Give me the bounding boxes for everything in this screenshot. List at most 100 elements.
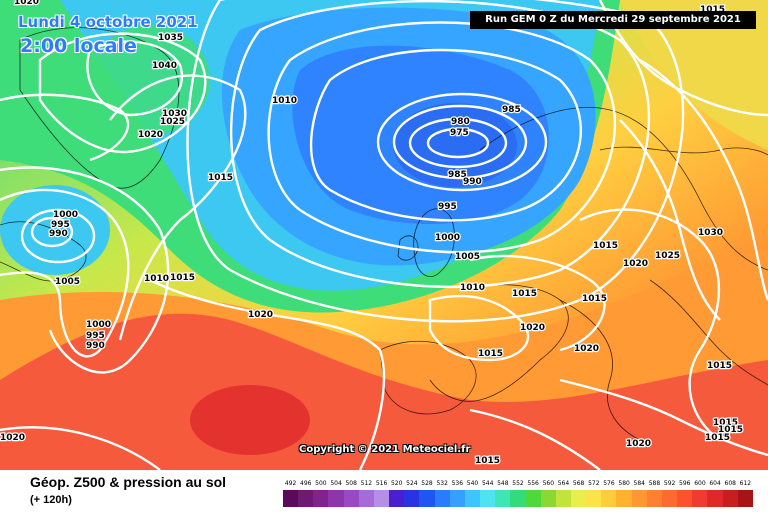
color-scale-label: 556 <box>527 480 539 487</box>
color-scale-swatch <box>677 490 693 507</box>
color-scale-swatch <box>540 490 556 507</box>
isobar-label: 1010 <box>144 274 169 284</box>
color-scale-label: 524 <box>406 480 418 487</box>
color-scale-label: 584 <box>633 480 645 487</box>
color-scale-label: 608 <box>724 480 736 487</box>
color-scale-label: 588 <box>648 480 661 487</box>
isobar-label: 985 <box>502 105 521 115</box>
isobar-label: 1015 <box>475 456 500 466</box>
color-scale-swatch <box>358 490 374 507</box>
color-scale-swatch <box>449 490 465 507</box>
isobar-label: 1000 <box>86 320 111 330</box>
isobar-label: 1000 <box>53 210 78 220</box>
red-core-atlantic <box>190 385 310 455</box>
color-scale-swatch <box>404 490 420 507</box>
color-scale-label: 576 <box>603 480 615 487</box>
isobar-label: 1015 <box>718 425 743 435</box>
color-scale-swatch <box>495 490 511 507</box>
isobar-label: 1015 <box>713 418 738 428</box>
color-scale-swatch <box>570 490 587 507</box>
isobar-label: 1025 <box>160 117 185 127</box>
color-scale-bar <box>283 490 753 507</box>
color-scale-swatch <box>525 490 541 507</box>
isobar-label: 990 <box>86 341 105 351</box>
yellow-east <box>620 0 768 150</box>
copyright-text: Copyright © 2021 Meteociel.fr <box>299 444 471 455</box>
isobar-label: 1020 <box>520 323 545 333</box>
color-scale-swatch <box>555 490 571 507</box>
isobar-label: 1005 <box>55 277 80 287</box>
isobar-label: 1015 <box>707 361 732 371</box>
color-scale-swatch <box>661 490 678 507</box>
isobar-label: 1020 <box>574 344 599 354</box>
color-scale-swatch <box>692 490 708 507</box>
isobar-label: 1030 <box>698 228 723 238</box>
color-scale-label: 508 <box>345 480 357 487</box>
color-scale-swatch <box>722 490 738 507</box>
color-scale-label: 536 <box>451 480 464 487</box>
isobar-label: 1015 <box>512 289 537 299</box>
color-scale-swatch <box>601 490 617 507</box>
isobar-label: 995 <box>438 202 457 212</box>
isobar-label: 990 <box>463 177 482 187</box>
isobar-label: 1015 <box>705 433 730 443</box>
color-scale-label: 580 <box>618 480 630 487</box>
color-scale-label: 596 <box>679 480 691 487</box>
isobar-label: 1020 <box>626 439 651 449</box>
color-scale-label: 504 <box>330 480 342 487</box>
isobar-label: 995 <box>86 331 105 341</box>
color-scale-label: 612 <box>739 480 752 487</box>
isobar-label: 1020 <box>0 433 25 443</box>
forecast-time: 2:00 locale <box>20 35 137 57</box>
coastlines <box>0 27 768 441</box>
color-scale-label: 552 <box>512 480 524 487</box>
color-scale-label: 492 <box>284 480 297 487</box>
color-scale-label: 500 <box>315 480 327 487</box>
color-scale-swatch <box>707 490 723 507</box>
isobar-label: 1005 <box>455 252 480 262</box>
color-scale-label: 592 <box>663 480 676 487</box>
isobar-label: 1015 <box>593 241 618 251</box>
color-scale-swatch <box>631 490 647 507</box>
color-scale-swatch <box>434 490 450 507</box>
isobar-label: 975 <box>450 128 469 138</box>
isobar-label: 990 <box>49 229 68 239</box>
geopotential-map: 1020 1035 1040 1030 1025 1020 1010 980 9… <box>0 0 768 470</box>
isobar-label: 1015 <box>208 173 233 183</box>
color-scale-swatch <box>646 490 662 507</box>
color-scale-swatch <box>464 490 481 507</box>
color-scale-label: 544 <box>481 480 494 487</box>
color-scale-label: 528 <box>421 480 433 487</box>
isobar-label: 1040 <box>152 61 177 71</box>
isobar-label: 1020 <box>623 259 648 269</box>
color-scale-swatch <box>480 490 496 507</box>
isobar-label: 985 <box>448 170 467 180</box>
isobars <box>0 0 768 470</box>
isobar-label: 1030 <box>162 109 187 119</box>
isobar-label: 980 <box>451 117 470 127</box>
color-scale-label: 564 <box>557 480 570 487</box>
isobar-label: 1010 <box>460 283 485 293</box>
color-scale-swatch <box>419 490 435 507</box>
color-scale-label: 512 <box>360 480 373 487</box>
isobar-label: 1015 <box>170 273 195 283</box>
color-scale-swatch <box>373 490 390 507</box>
isobar-label: 1020 <box>138 130 163 140</box>
color-scale-swatch <box>616 490 632 507</box>
color-scale-label: 604 <box>709 480 721 487</box>
isobar-label: 1000 <box>435 233 460 243</box>
color-scale-label: 572 <box>588 480 600 487</box>
color-scale-swatch <box>586 490 602 507</box>
color-scale-swatch <box>510 490 526 507</box>
isobar-label: 1020 <box>14 0 39 7</box>
color-scale-label: 548 <box>497 480 509 487</box>
color-scale-swatch <box>328 490 344 507</box>
legend-subtitle: (+ 120h) <box>30 494 72 506</box>
color-scale-swatch <box>389 490 405 507</box>
color-scale-label: 540 <box>466 480 479 487</box>
color-scale-label: 520 <box>390 480 403 487</box>
color-scale-label: 600 <box>694 480 706 487</box>
isobar-label: 1015 <box>582 294 607 304</box>
color-scale-swatch <box>283 490 299 507</box>
